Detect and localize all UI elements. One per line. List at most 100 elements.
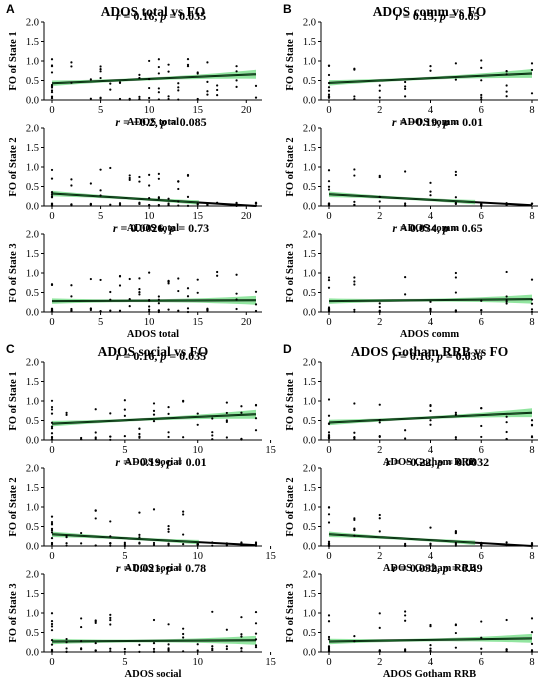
data-point <box>138 427 141 430</box>
data-point <box>50 543 54 546</box>
data-point <box>118 81 122 84</box>
data-point <box>65 637 68 641</box>
data-point <box>353 98 356 101</box>
data-point <box>80 625 83 629</box>
panel-letter: B <box>283 2 292 16</box>
panel-title: ADOS total vs FO <box>101 4 206 19</box>
y-tick-label: 0.5 <box>26 182 39 193</box>
data-point <box>177 98 180 101</box>
data-point <box>480 435 483 439</box>
data-point <box>177 289 180 293</box>
y-tick-label: 0.5 <box>26 288 39 299</box>
data-point <box>109 542 112 545</box>
data-point <box>196 423 199 426</box>
data-point <box>177 180 180 183</box>
regression-fit-overlay <box>328 533 476 544</box>
data-point <box>429 190 432 193</box>
data-point <box>216 270 219 274</box>
data-point <box>480 636 483 639</box>
data-point <box>480 309 483 312</box>
data-point <box>454 170 457 173</box>
data-point <box>327 431 331 434</box>
data-point <box>505 298 508 302</box>
y-tick-label: 1.5 <box>26 249 39 260</box>
y-tick-label: 2.0 <box>303 464 316 475</box>
y-tick-label: 1.5 <box>303 377 316 388</box>
data-point <box>138 290 141 294</box>
data-point <box>50 622 54 626</box>
data-point <box>327 513 331 516</box>
data-point <box>480 424 483 428</box>
data-point <box>196 202 199 205</box>
data-point <box>138 175 141 179</box>
data-point <box>327 86 331 89</box>
data-point <box>99 189 102 192</box>
data-point <box>353 310 356 313</box>
data-point <box>240 405 243 408</box>
data-point <box>177 86 180 89</box>
data-point <box>157 172 160 175</box>
data-point <box>225 401 228 404</box>
x-tick-label: 8 <box>529 317 534 328</box>
y-tick-label: 2.0 <box>303 124 316 135</box>
data-point <box>109 616 112 620</box>
x-tick-label: 10 <box>144 211 155 222</box>
x-tick-label: 4 <box>428 317 434 328</box>
data-point <box>454 631 457 635</box>
y-tick-label: 2.0 <box>26 570 39 581</box>
data-point <box>211 645 214 648</box>
data-point <box>138 533 141 536</box>
data-point <box>454 271 457 275</box>
data-point <box>505 300 508 303</box>
data-point <box>216 84 219 87</box>
data-point <box>454 202 457 205</box>
data-point <box>152 647 156 651</box>
data-point <box>378 84 381 87</box>
data-point <box>225 420 228 423</box>
data-point <box>70 284 73 287</box>
data-point <box>80 640 83 643</box>
data-point <box>196 291 199 294</box>
data-point <box>138 650 141 653</box>
data-point <box>454 544 457 547</box>
data-point <box>157 87 160 90</box>
data-point <box>530 308 534 311</box>
x-tick-label: 0 <box>49 317 54 328</box>
data-point <box>123 650 126 653</box>
data-point <box>327 422 331 425</box>
data-point <box>167 530 170 533</box>
data-point <box>378 403 381 406</box>
data-point <box>157 298 160 301</box>
y-tick-label: 0.5 <box>303 628 316 639</box>
data-point <box>70 307 73 311</box>
y-axis-label: FO of State 2 <box>8 477 19 536</box>
data-point <box>182 632 185 636</box>
x-tick-label: 15 <box>192 211 203 222</box>
data-point <box>157 302 160 305</box>
data-point <box>378 96 381 99</box>
y-tick-label: 2.0 <box>26 358 39 369</box>
subplot-c-state-1: C ADOS social vs FO 0.0 0.5 1.0 1.5 2.0 0 5 10 15 A… <box>6 342 276 468</box>
data-point <box>378 302 381 305</box>
data-point <box>118 284 122 287</box>
data-point <box>148 59 151 63</box>
x-axis-label: ADOS social <box>125 669 182 680</box>
data-point <box>429 649 432 652</box>
data-point <box>65 542 68 545</box>
data-point <box>454 623 457 626</box>
data-point <box>216 201 219 205</box>
x-axis-label: ADOS social <box>125 563 182 574</box>
data-point <box>177 200 180 203</box>
panel-title: ADOS comm vs FO <box>373 4 487 19</box>
data-point <box>94 436 97 439</box>
data-point <box>167 95 170 98</box>
data-point <box>167 649 170 652</box>
data-point <box>182 533 185 536</box>
data-point <box>505 421 508 424</box>
data-point <box>429 309 432 312</box>
subplot-c-state-3: 0.0 0.5 1.0 1.5 2.0 0 5 10 15 ADOS social FO of St… <box>8 561 276 680</box>
stat-annotation: r = −0.19, p = 0.01 <box>115 455 206 469</box>
data-point <box>505 73 508 76</box>
x-tick-label: 5 <box>122 551 127 562</box>
data-point <box>182 436 185 439</box>
